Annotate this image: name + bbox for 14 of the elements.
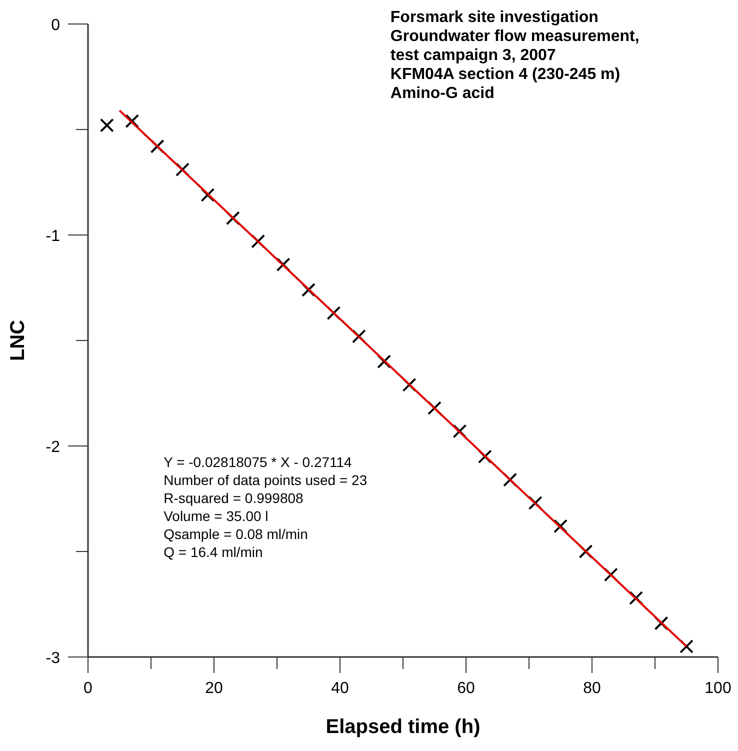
x-tick-label: 80 xyxy=(583,680,601,697)
y-tick-label: -2 xyxy=(46,439,60,456)
y-tick-label: -1 xyxy=(46,228,60,245)
x-tick-label: 40 xyxy=(331,680,349,697)
y-tick-label: -3 xyxy=(46,650,60,667)
x-tick-label: 20 xyxy=(205,680,223,697)
text: Forsmark site investigation Groundwater flow measurement, test campaign 3, 2007 KFM04A section 4 (230-245 m) Amino-G acid xyxy=(390,9,640,102)
y-tick-label: 0 xyxy=(51,17,60,34)
annotation: Y = -0.02818075 * X - 0.27114 Number of data points used = 23 R-squared = 0.999808 Volume = 35.00 l Qsample = 0.08 ml/min Q = 16.4 ml/min xyxy=(164,454,368,560)
x-tick-label: 100 xyxy=(704,680,732,697)
x-axis-title: Elapsed time (h) xyxy=(326,716,480,738)
x-tick-label: 0 xyxy=(84,680,93,697)
x-tick-label: 60 xyxy=(457,680,475,697)
y-axis-title: LNC xyxy=(7,320,29,362)
